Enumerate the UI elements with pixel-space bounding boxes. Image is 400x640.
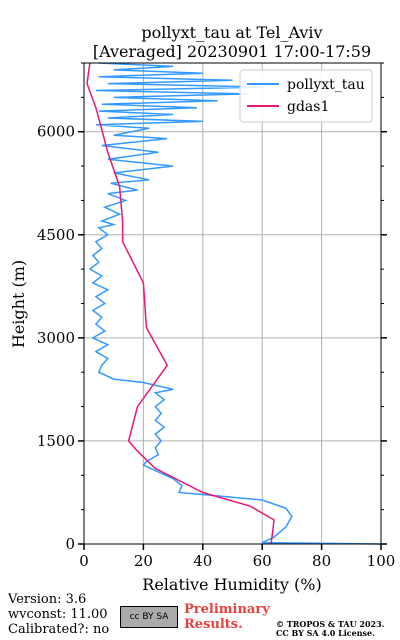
preliminary-line2: Results. bbox=[184, 617, 243, 632]
version-text: Version: 3.6 bbox=[8, 592, 87, 607]
y-axis-label: Height (m) bbox=[9, 260, 28, 348]
x-tick-label: 60 bbox=[253, 552, 272, 570]
x-tick-label: 0 bbox=[79, 552, 89, 570]
y-tick-label: 6000 bbox=[37, 123, 75, 141]
y-tick-label: 0 bbox=[65, 535, 75, 553]
y-tick-label: 4500 bbox=[37, 226, 75, 244]
wvconst-text: wvconst: 11.00 bbox=[8, 607, 108, 622]
legend-label-pollyxt: pollyxt_tau bbox=[287, 77, 365, 93]
chart-title-line2: [Averaged] 20230901 17:00-17:59 bbox=[93, 42, 371, 61]
cc-license-badge: cc BY SA bbox=[120, 606, 178, 628]
grid bbox=[83, 63, 382, 545]
preliminary-notice: Preliminary Results. bbox=[184, 602, 270, 632]
series-line-pollyxt-tau bbox=[88, 62, 382, 545]
chart-title-line1: pollyxt_tau at Tel_Aviv bbox=[141, 23, 322, 42]
x-axis-label: Relative Humidity (%) bbox=[142, 575, 321, 594]
calibrated-text: Calibrated?: no bbox=[8, 622, 110, 637]
y-tick-label: 1500 bbox=[37, 432, 75, 450]
x-tick-label: 20 bbox=[134, 552, 153, 570]
footer-info: Version: 3.6 wvconst: 11.00 Calibrated?:… bbox=[8, 592, 109, 637]
copyright-line2: CC BY SA 4.0 License. bbox=[276, 628, 375, 638]
plot-lines bbox=[86, 62, 382, 545]
y-tick-label: 3000 bbox=[37, 329, 75, 347]
chart: pollyxt_tau at Tel_Aviv [Averaged] 20230… bbox=[9, 23, 395, 594]
legend-label-gdas1: gdas1 bbox=[287, 99, 329, 115]
x-tick-label: 40 bbox=[193, 552, 212, 570]
x-tick-label: 80 bbox=[312, 552, 331, 570]
copyright: © TROPOS & TAU 2023. CC BY SA 4.0 Licens… bbox=[276, 620, 384, 638]
legend: pollyxt_tau gdas1 bbox=[239, 69, 373, 123]
plot-frame bbox=[83, 62, 382, 545]
copyright-line1: © TROPOS & TAU 2023. bbox=[276, 619, 385, 629]
preliminary-line1: Preliminary bbox=[184, 602, 270, 617]
x-ticks: 0 20 40 60 80 100 bbox=[79, 544, 395, 570]
x-tick-label: 100 bbox=[367, 552, 396, 570]
y-ticks: 0 1500 3000 4500 6000 bbox=[37, 62, 387, 553]
series-line-gdas1 bbox=[86, 62, 275, 545]
